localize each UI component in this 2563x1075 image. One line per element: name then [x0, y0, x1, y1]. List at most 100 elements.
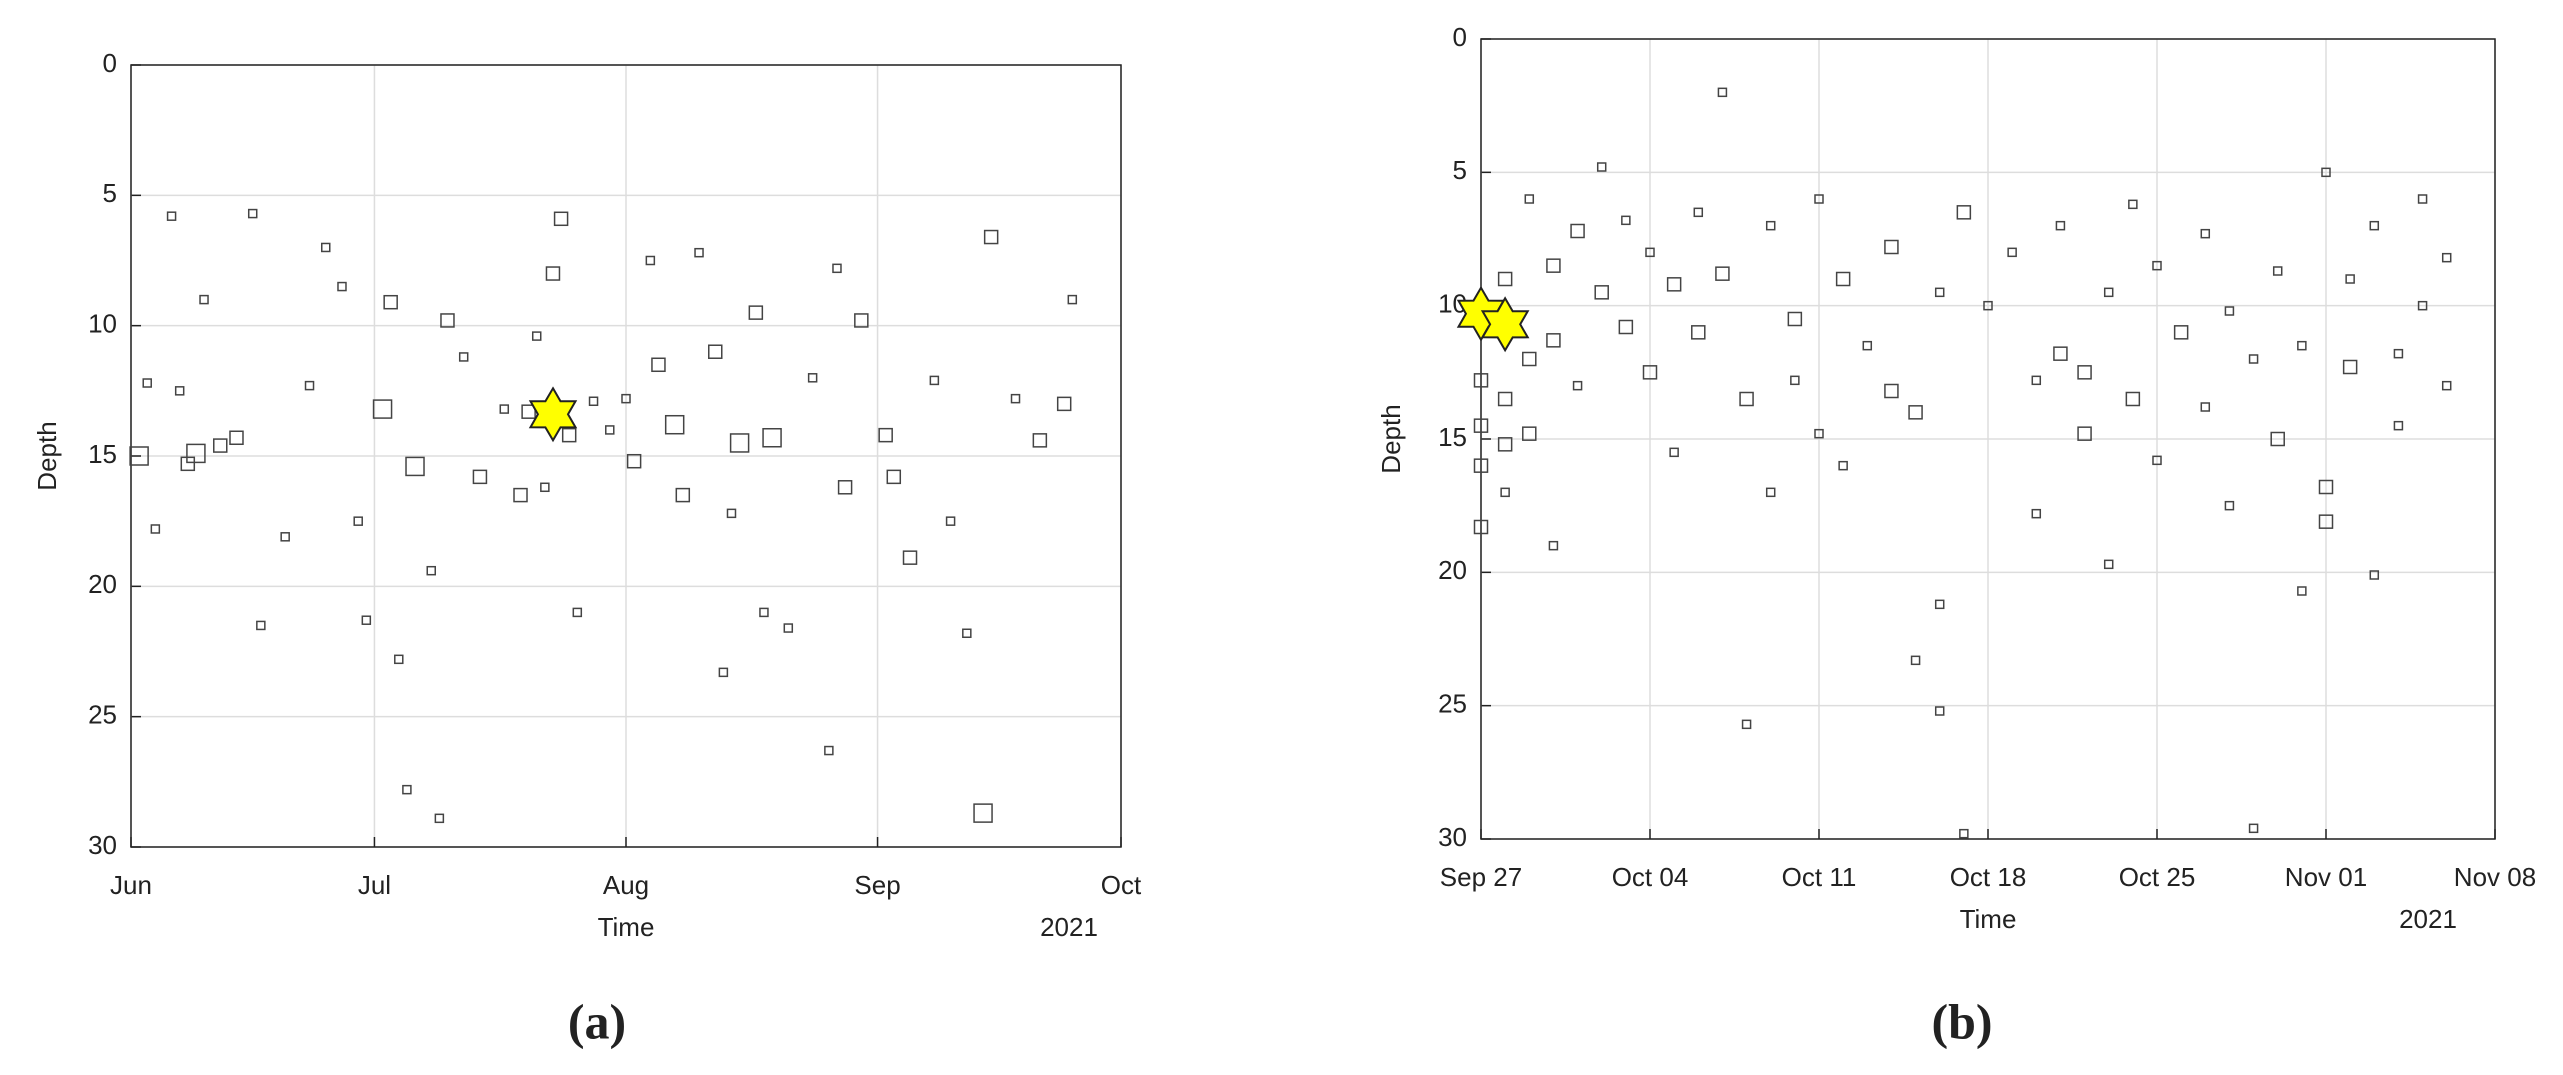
y-tick-label: 20	[1438, 555, 1467, 585]
square-marker	[2441, 252, 2452, 263]
square-marker	[2152, 455, 2162, 466]
square-marker	[1500, 487, 1510, 498]
square-marker	[718, 667, 729, 678]
square-marker	[1862, 340, 1873, 351]
square-marker	[531, 331, 542, 341]
square-marker	[2128, 199, 2138, 210]
square-marker	[2417, 300, 2428, 311]
y-tick-label: 0	[1453, 22, 1467, 52]
square-marker	[402, 784, 412, 795]
square-marker	[2272, 266, 2283, 276]
square-marker	[1596, 162, 1607, 172]
square-marker	[878, 427, 893, 443]
square-marker	[651, 357, 666, 373]
square-marker	[783, 623, 794, 633]
square-marker	[150, 524, 161, 534]
square-marker	[1884, 239, 1899, 255]
square-marker	[142, 378, 152, 388]
square-marker	[2248, 354, 2259, 364]
square-marker	[886, 469, 902, 485]
y-tick-label: 30	[88, 830, 117, 860]
square-marker	[426, 565, 436, 576]
square-marker	[962, 628, 972, 639]
square-marker	[1934, 706, 1945, 716]
square-marker	[572, 607, 583, 618]
square-marker	[983, 229, 999, 245]
square-marker	[2007, 247, 2017, 258]
square-marker	[1010, 393, 1021, 404]
square-marker	[2200, 402, 2211, 412]
y-tick-label: 25	[88, 700, 117, 730]
square-marker	[708, 344, 723, 359]
square-marker	[2103, 559, 2114, 570]
y-tick-label: 15	[1438, 422, 1467, 452]
x-axis-label: Time	[1960, 904, 2017, 934]
y-tick-label: 20	[88, 569, 117, 599]
square-marker	[561, 427, 577, 443]
square-marker	[2321, 167, 2331, 178]
square-marker	[2369, 570, 2380, 580]
square-marker	[1669, 447, 1679, 458]
square-marker	[499, 404, 510, 414]
square-marker	[807, 373, 818, 383]
square-marker	[304, 380, 315, 391]
panel-label: (a)	[568, 993, 626, 1049]
x-tick-label: Jun	[110, 870, 152, 900]
square-marker	[256, 620, 266, 631]
square-marker	[824, 745, 834, 756]
square-marker	[1546, 333, 1561, 348]
square-marker	[1787, 311, 1803, 327]
star-marker	[1480, 296, 1530, 353]
square-marker	[2077, 426, 2092, 441]
square-marker	[2053, 346, 2068, 361]
square-marker	[2200, 228, 2211, 239]
square-marker	[588, 396, 599, 407]
square-marker	[180, 456, 196, 472]
square-marker	[353, 516, 363, 526]
square-marker	[129, 446, 149, 466]
year-label: 2021	[1040, 912, 1098, 942]
x-tick-label: Nov 08	[2454, 862, 2536, 892]
square-marker	[2248, 823, 2259, 834]
y-tick-label: 5	[1453, 155, 1467, 185]
square-marker	[321, 242, 331, 253]
square-marker	[545, 266, 561, 281]
square-marker	[174, 386, 185, 396]
year-label: 2021	[2399, 904, 2457, 934]
square-marker	[2270, 431, 2285, 447]
square-marker	[1572, 380, 1583, 391]
square-marker	[2342, 359, 2358, 375]
square-marker	[2055, 220, 2066, 231]
square-marker	[1522, 351, 1537, 367]
square-marker	[1983, 300, 1993, 311]
square-marker	[748, 305, 764, 320]
square-marker	[1717, 87, 1728, 98]
axes-frame	[130, 64, 1122, 848]
x-tick-label: Sep 27	[1440, 862, 1522, 892]
square-marker	[186, 443, 206, 464]
square-marker	[1934, 287, 1945, 298]
square-marker	[1473, 373, 1489, 388]
square-marker	[1910, 655, 1921, 666]
square-marker	[1473, 519, 1489, 535]
square-marker	[645, 255, 656, 266]
square-marker	[2224, 500, 2235, 511]
square-marker	[229, 430, 244, 446]
x-tick-label: Nov 01	[2285, 862, 2367, 892]
square-marker	[472, 469, 488, 485]
star-marker	[528, 386, 578, 443]
square-marker	[1497, 437, 1513, 452]
square-marker	[1765, 487, 1776, 498]
square-marker	[1739, 391, 1754, 407]
square-marker	[945, 516, 956, 526]
y-axis-label: Depth	[32, 421, 62, 490]
square-marker	[1835, 271, 1851, 287]
square-marker	[1548, 540, 1559, 551]
y-tick-label: 30	[1438, 822, 1467, 852]
square-marker	[2393, 420, 2404, 431]
square-marker	[759, 607, 769, 618]
square-marker	[726, 508, 737, 519]
square-marker	[2077, 365, 2092, 380]
square-marker	[1693, 207, 1704, 218]
